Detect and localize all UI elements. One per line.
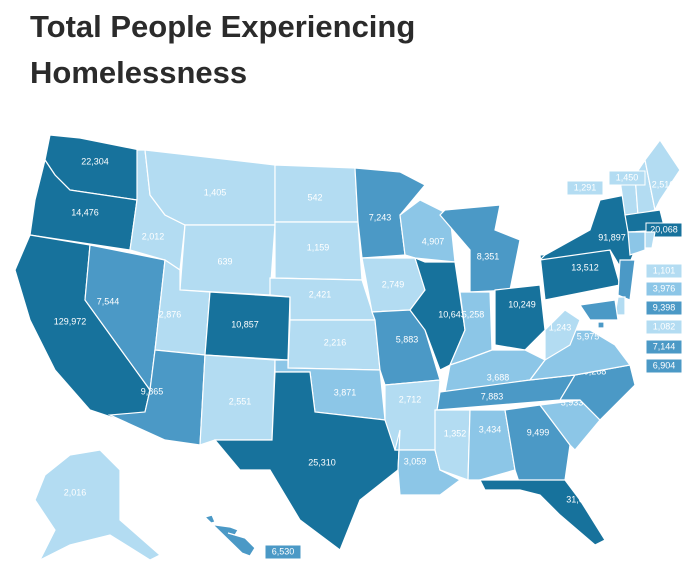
value-label: 1,082 bbox=[653, 321, 676, 331]
label-box bbox=[566, 180, 604, 196]
value-label: 2,749 bbox=[382, 279, 405, 289]
value-label: 2,421 bbox=[309, 289, 332, 299]
map-title: Total People Experiencing Homelessness bbox=[30, 9, 416, 90]
state bbox=[644, 138, 681, 212]
state bbox=[578, 299, 619, 321]
value-label: 6,904 bbox=[653, 360, 676, 370]
label-box bbox=[645, 281, 683, 297]
value-label: 5,883 bbox=[396, 334, 419, 344]
value-label: 1,243 bbox=[549, 322, 572, 332]
value-label: 10,643 bbox=[438, 309, 466, 319]
label-box bbox=[608, 170, 646, 186]
value-label: 25,310 bbox=[308, 457, 336, 467]
value-label: 1,450 bbox=[616, 172, 639, 182]
state bbox=[544, 309, 581, 362]
state bbox=[467, 409, 516, 481]
value-label: 7,544 bbox=[97, 296, 120, 306]
value-label: 3,933 bbox=[561, 397, 584, 407]
value-label: 6,530 bbox=[272, 546, 295, 556]
value-label: 7,243 bbox=[369, 212, 392, 222]
value-label: 129,972 bbox=[54, 316, 87, 326]
state bbox=[538, 399, 601, 451]
label-box bbox=[645, 300, 683, 316]
value-label: 5,258 bbox=[462, 309, 485, 319]
label-box bbox=[645, 263, 683, 279]
value-label: 7,144 bbox=[653, 341, 676, 351]
value-label: 1,101 bbox=[653, 265, 676, 275]
value-label: 9,398 bbox=[653, 302, 676, 312]
value-label: 1,291 bbox=[574, 182, 597, 192]
value-label: 4,907 bbox=[422, 236, 445, 246]
label-box bbox=[645, 319, 683, 335]
value-label: 3,434 bbox=[479, 424, 502, 434]
label-box bbox=[264, 544, 302, 560]
value-label: 542 bbox=[307, 192, 322, 202]
value-label: 9,499 bbox=[527, 427, 550, 437]
value-label: 31,030 bbox=[566, 494, 594, 504]
state bbox=[617, 259, 636, 301]
state bbox=[384, 379, 441, 451]
value-label: 3,976 bbox=[653, 283, 676, 293]
value-label: 20,068 bbox=[650, 224, 678, 234]
value-label: 2,876 bbox=[159, 309, 182, 319]
state bbox=[34, 449, 162, 562]
value-label: 2,551 bbox=[229, 396, 252, 406]
value-label: 3,688 bbox=[487, 372, 510, 382]
state bbox=[597, 321, 605, 329]
value-label: 9,865 bbox=[141, 386, 164, 396]
value-label: 10,249 bbox=[508, 299, 536, 309]
value-label: 1,405 bbox=[204, 187, 227, 197]
value-label: 5,975 bbox=[577, 331, 600, 341]
value-label: 3,059 bbox=[404, 456, 427, 466]
state bbox=[203, 514, 256, 557]
value-label: 13,512 bbox=[571, 262, 599, 272]
state bbox=[479, 479, 606, 546]
value-label: 10,857 bbox=[231, 319, 259, 329]
value-label: 2,516 bbox=[652, 179, 675, 189]
state bbox=[644, 231, 656, 249]
state bbox=[494, 284, 546, 351]
value-label: 2,012 bbox=[142, 231, 165, 241]
value-label: 8,351 bbox=[477, 251, 500, 261]
value-label: 7,883 bbox=[481, 391, 504, 401]
value-label: 2,712 bbox=[399, 394, 422, 404]
label-box bbox=[645, 339, 683, 355]
value-label: 2,216 bbox=[324, 337, 347, 347]
value-label: 3,871 bbox=[334, 387, 357, 397]
value-label: 91,897 bbox=[598, 232, 626, 242]
state bbox=[213, 371, 401, 551]
value-label: 639 bbox=[217, 256, 232, 266]
value-label: 14,476 bbox=[71, 207, 99, 217]
value-label: 1,352 bbox=[444, 428, 467, 438]
value-label: 22,304 bbox=[81, 156, 109, 166]
state bbox=[434, 409, 471, 481]
state bbox=[627, 231, 646, 256]
value-label: 1,159 bbox=[307, 242, 330, 252]
value-label: 2,016 bbox=[64, 487, 87, 497]
label-box bbox=[645, 358, 683, 374]
